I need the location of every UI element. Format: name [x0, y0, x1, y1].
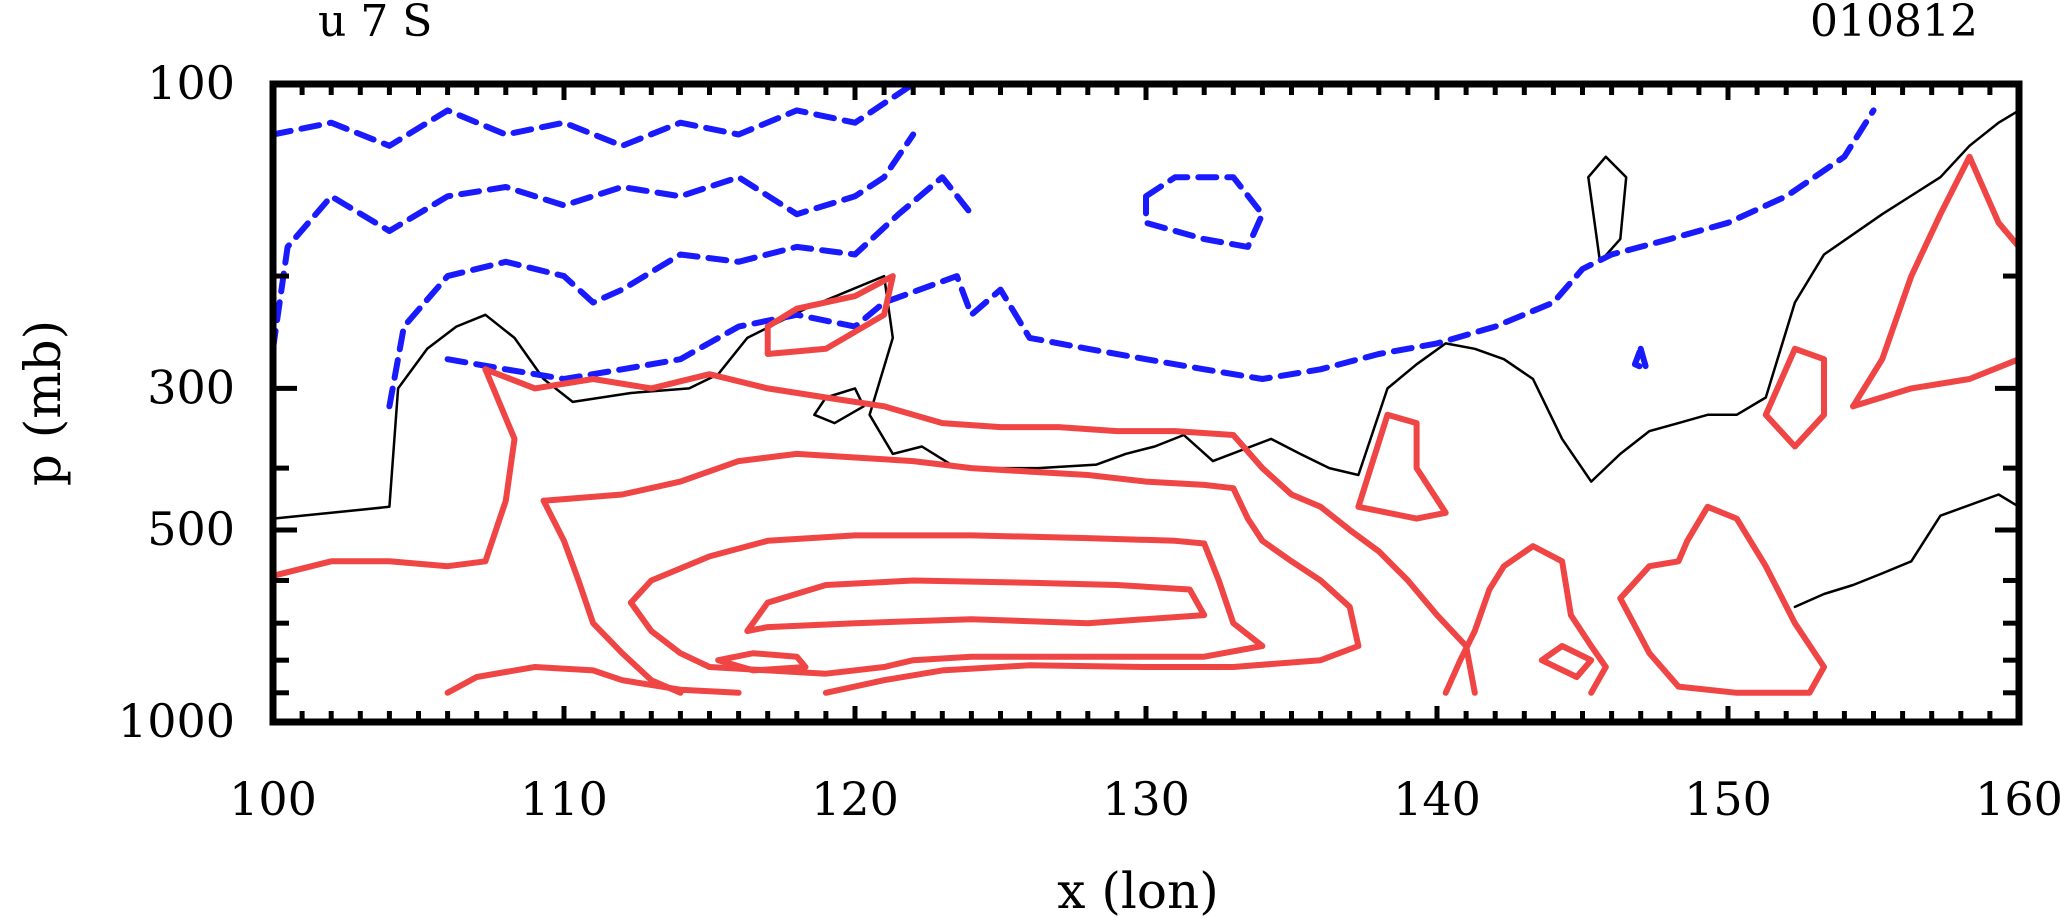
- chart-title-left: u 7 S: [318, 0, 432, 47]
- contour-positive-20: [1442, 543, 1609, 696]
- contour-positive-19: [1355, 411, 1449, 522]
- contour-zero-1: [1793, 493, 2021, 609]
- contour-negative-5: [270, 131, 917, 352]
- contour-positive-23: [1850, 153, 2022, 410]
- y-tick-label: 100: [147, 56, 235, 110]
- contour-lines: [270, 81, 2022, 696]
- contour-negative-6: [386, 174, 975, 410]
- chart-title-right: 010812: [1810, 0, 1978, 47]
- contour-positive-15: [627, 599, 888, 677]
- contour-zero-3: [1587, 155, 1628, 264]
- contour-negative-7: [444, 107, 1877, 382]
- axis-ticks: [270, 81, 2022, 725]
- x-tick-label: 100: [229, 772, 317, 826]
- contour-negative-4: [270, 81, 917, 149]
- y-axis-label: p (mb): [14, 320, 72, 486]
- contour-negative-8: [1143, 174, 1266, 250]
- contour-negative-9: [1631, 345, 1650, 373]
- axis-tick-labels: 100 110 120 130 140 150 160 100 300 500 1000: [118, 56, 2060, 826]
- contour-positive-11: [270, 366, 518, 579]
- contour-positive-21: [1617, 503, 1827, 696]
- contour-positive-13: [540, 497, 684, 696]
- contour-zero-2: [813, 387, 865, 425]
- x-tick-label: 140: [1393, 772, 1481, 826]
- contour-positive-24: [1850, 356, 2022, 410]
- contour-positive-12: [540, 450, 1362, 696]
- contour-positive-26: [1538, 643, 1595, 680]
- contour-zero-0: [271, 109, 2021, 520]
- contour-positive-17: [715, 650, 809, 674]
- x-tick-label: 150: [1684, 772, 1772, 826]
- y-tick-label: 300: [147, 360, 235, 414]
- contour-positive-22: [1762, 345, 1827, 450]
- contour-positive-18: [764, 273, 896, 357]
- x-tick-label: 130: [1102, 772, 1190, 826]
- contour-positive-14: [627, 532, 1266, 670]
- x-axis-label: x (lon): [1057, 862, 1218, 920]
- x-tick-label: 110: [520, 772, 608, 826]
- contour-positive-16: [744, 577, 1208, 634]
- x-tick-label: 120: [811, 772, 899, 826]
- contour-positive-10: [482, 366, 1478, 696]
- y-tick-label: 500: [147, 502, 235, 556]
- contour-positive-25: [444, 664, 742, 696]
- y-tick-label: 1000: [118, 694, 235, 748]
- x-tick-label: 160: [1975, 772, 2060, 826]
